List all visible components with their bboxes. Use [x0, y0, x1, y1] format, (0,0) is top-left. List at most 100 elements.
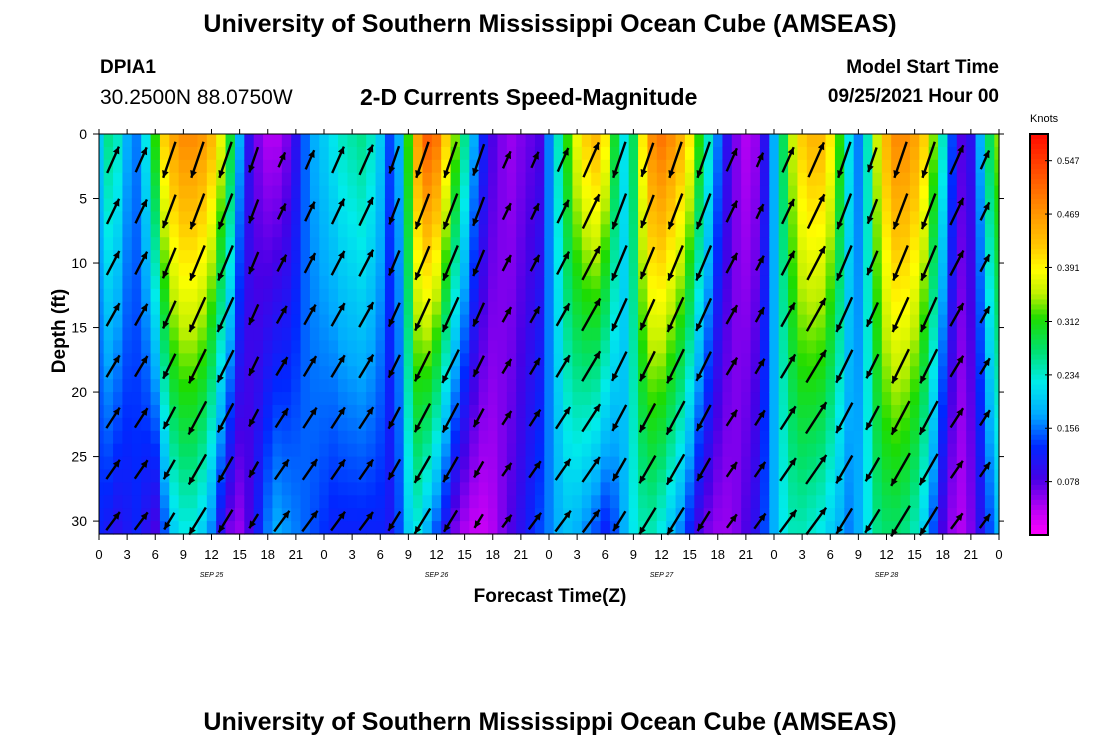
heatmap-cell [872, 224, 883, 238]
heatmap-cell [666, 237, 677, 251]
heatmap-cell [703, 340, 714, 354]
heatmap-cell [253, 134, 264, 148]
heatmap-cell [366, 379, 377, 393]
heatmap-cell [694, 340, 705, 354]
heatmap-cell [581, 508, 592, 522]
heatmap-cell [572, 469, 583, 483]
heatmap-cell [769, 443, 780, 458]
heatmap-cell [225, 392, 236, 406]
current-arrow-head [388, 165, 396, 174]
heatmap-cell [413, 250, 424, 264]
heatmap-cell [131, 134, 142, 148]
current-arrow-head [279, 203, 286, 212]
heatmap-cell [872, 340, 883, 354]
current-arrow-head [217, 424, 225, 433]
heatmap-cell [638, 379, 649, 393]
heatmap-cell [197, 392, 208, 406]
heatmap-cell [731, 211, 742, 225]
current-arrow-head [730, 462, 737, 470]
heatmap-cell [553, 146, 564, 161]
heatmap-cell [750, 443, 761, 458]
heatmap-cell [759, 172, 770, 187]
heatmap-cell [647, 469, 658, 483]
heatmap-cell [844, 327, 855, 342]
heatmap-cell [225, 340, 236, 354]
heatmap-cell [375, 379, 386, 393]
heatmap-cell [600, 430, 611, 445]
current-arrow-head [611, 323, 618, 331]
heatmap-cell [178, 301, 189, 316]
heatmap-cell [853, 404, 864, 419]
heatmap-cell [647, 353, 658, 367]
heatmap-cell [769, 404, 780, 419]
heatmap-cell [525, 456, 536, 471]
heatmap-cell [309, 237, 320, 251]
heatmap-cell [216, 263, 227, 277]
heatmap-cell [741, 392, 752, 406]
current-arrow-head [338, 355, 345, 363]
heatmap-cell [291, 263, 302, 277]
heatmap-cell [131, 495, 142, 509]
heatmap-cell [338, 237, 349, 251]
heatmap-cell [488, 237, 499, 251]
heatmap-cell [300, 288, 311, 303]
heatmap-cell [131, 443, 142, 458]
heatmap-cell [356, 508, 367, 522]
heatmap-cell [253, 263, 264, 277]
heatmap-cell [525, 134, 536, 148]
heatmap-cell [563, 392, 574, 406]
heatmap-cell [319, 263, 330, 277]
heatmap-cell [656, 250, 667, 264]
current-arrow-head [730, 357, 738, 366]
heatmap-cell [656, 430, 667, 445]
heatmap-cell [797, 521, 808, 535]
heatmap-cell [441, 288, 452, 303]
current-arrow-head [442, 324, 449, 332]
heatmap-cell [506, 198, 517, 213]
heatmap-cell [441, 237, 452, 251]
current-arrow-head [442, 375, 449, 383]
heatmap-cell [806, 185, 817, 200]
colorbar-segment [1030, 304, 1048, 310]
heatmap-cell [478, 211, 489, 225]
heatmap-cell [150, 404, 161, 419]
heatmap-cell [834, 263, 845, 277]
heatmap-cell [619, 417, 630, 432]
heatmap-cell [909, 185, 920, 200]
heatmap-cell [600, 340, 611, 354]
heatmap-cell [450, 456, 461, 471]
heatmap-cell [909, 314, 920, 329]
heatmap-cell [741, 443, 752, 458]
heatmap-cell [994, 366, 1000, 380]
current-arrow-head [388, 369, 395, 378]
heatmap-cell [788, 482, 799, 496]
heatmap-cell [225, 288, 236, 303]
heatmap-cell [122, 456, 133, 471]
heatmap-cell [319, 301, 330, 316]
heatmap-cell [825, 366, 836, 380]
heatmap-cell [234, 392, 245, 406]
heatmap-cell [722, 237, 733, 251]
heatmap-cell [375, 224, 386, 238]
heatmap-cell [994, 379, 1000, 393]
heatmap-cell [469, 301, 480, 316]
current-arrow-head [415, 373, 422, 382]
heatmap-cell [619, 482, 630, 496]
heatmap-cell [638, 327, 649, 342]
heatmap-cell [309, 275, 320, 290]
heatmap-cell [497, 404, 508, 419]
heatmap-cell [759, 301, 770, 316]
heatmap-cell [497, 340, 508, 354]
heatmap-cell [291, 392, 302, 406]
heatmap-cell [244, 456, 255, 471]
heatmap-cell [553, 456, 564, 471]
current-arrow-head [640, 220, 647, 228]
heatmap-cell [450, 417, 461, 432]
colorbar-segment [1030, 399, 1048, 406]
heatmap-cell [628, 392, 639, 406]
heatmap-cell [994, 469, 1000, 483]
heatmap-cell [431, 198, 442, 213]
heatmap-cell [619, 314, 630, 329]
heatmap-cell [994, 159, 1000, 174]
heatmap-cell [797, 379, 808, 393]
